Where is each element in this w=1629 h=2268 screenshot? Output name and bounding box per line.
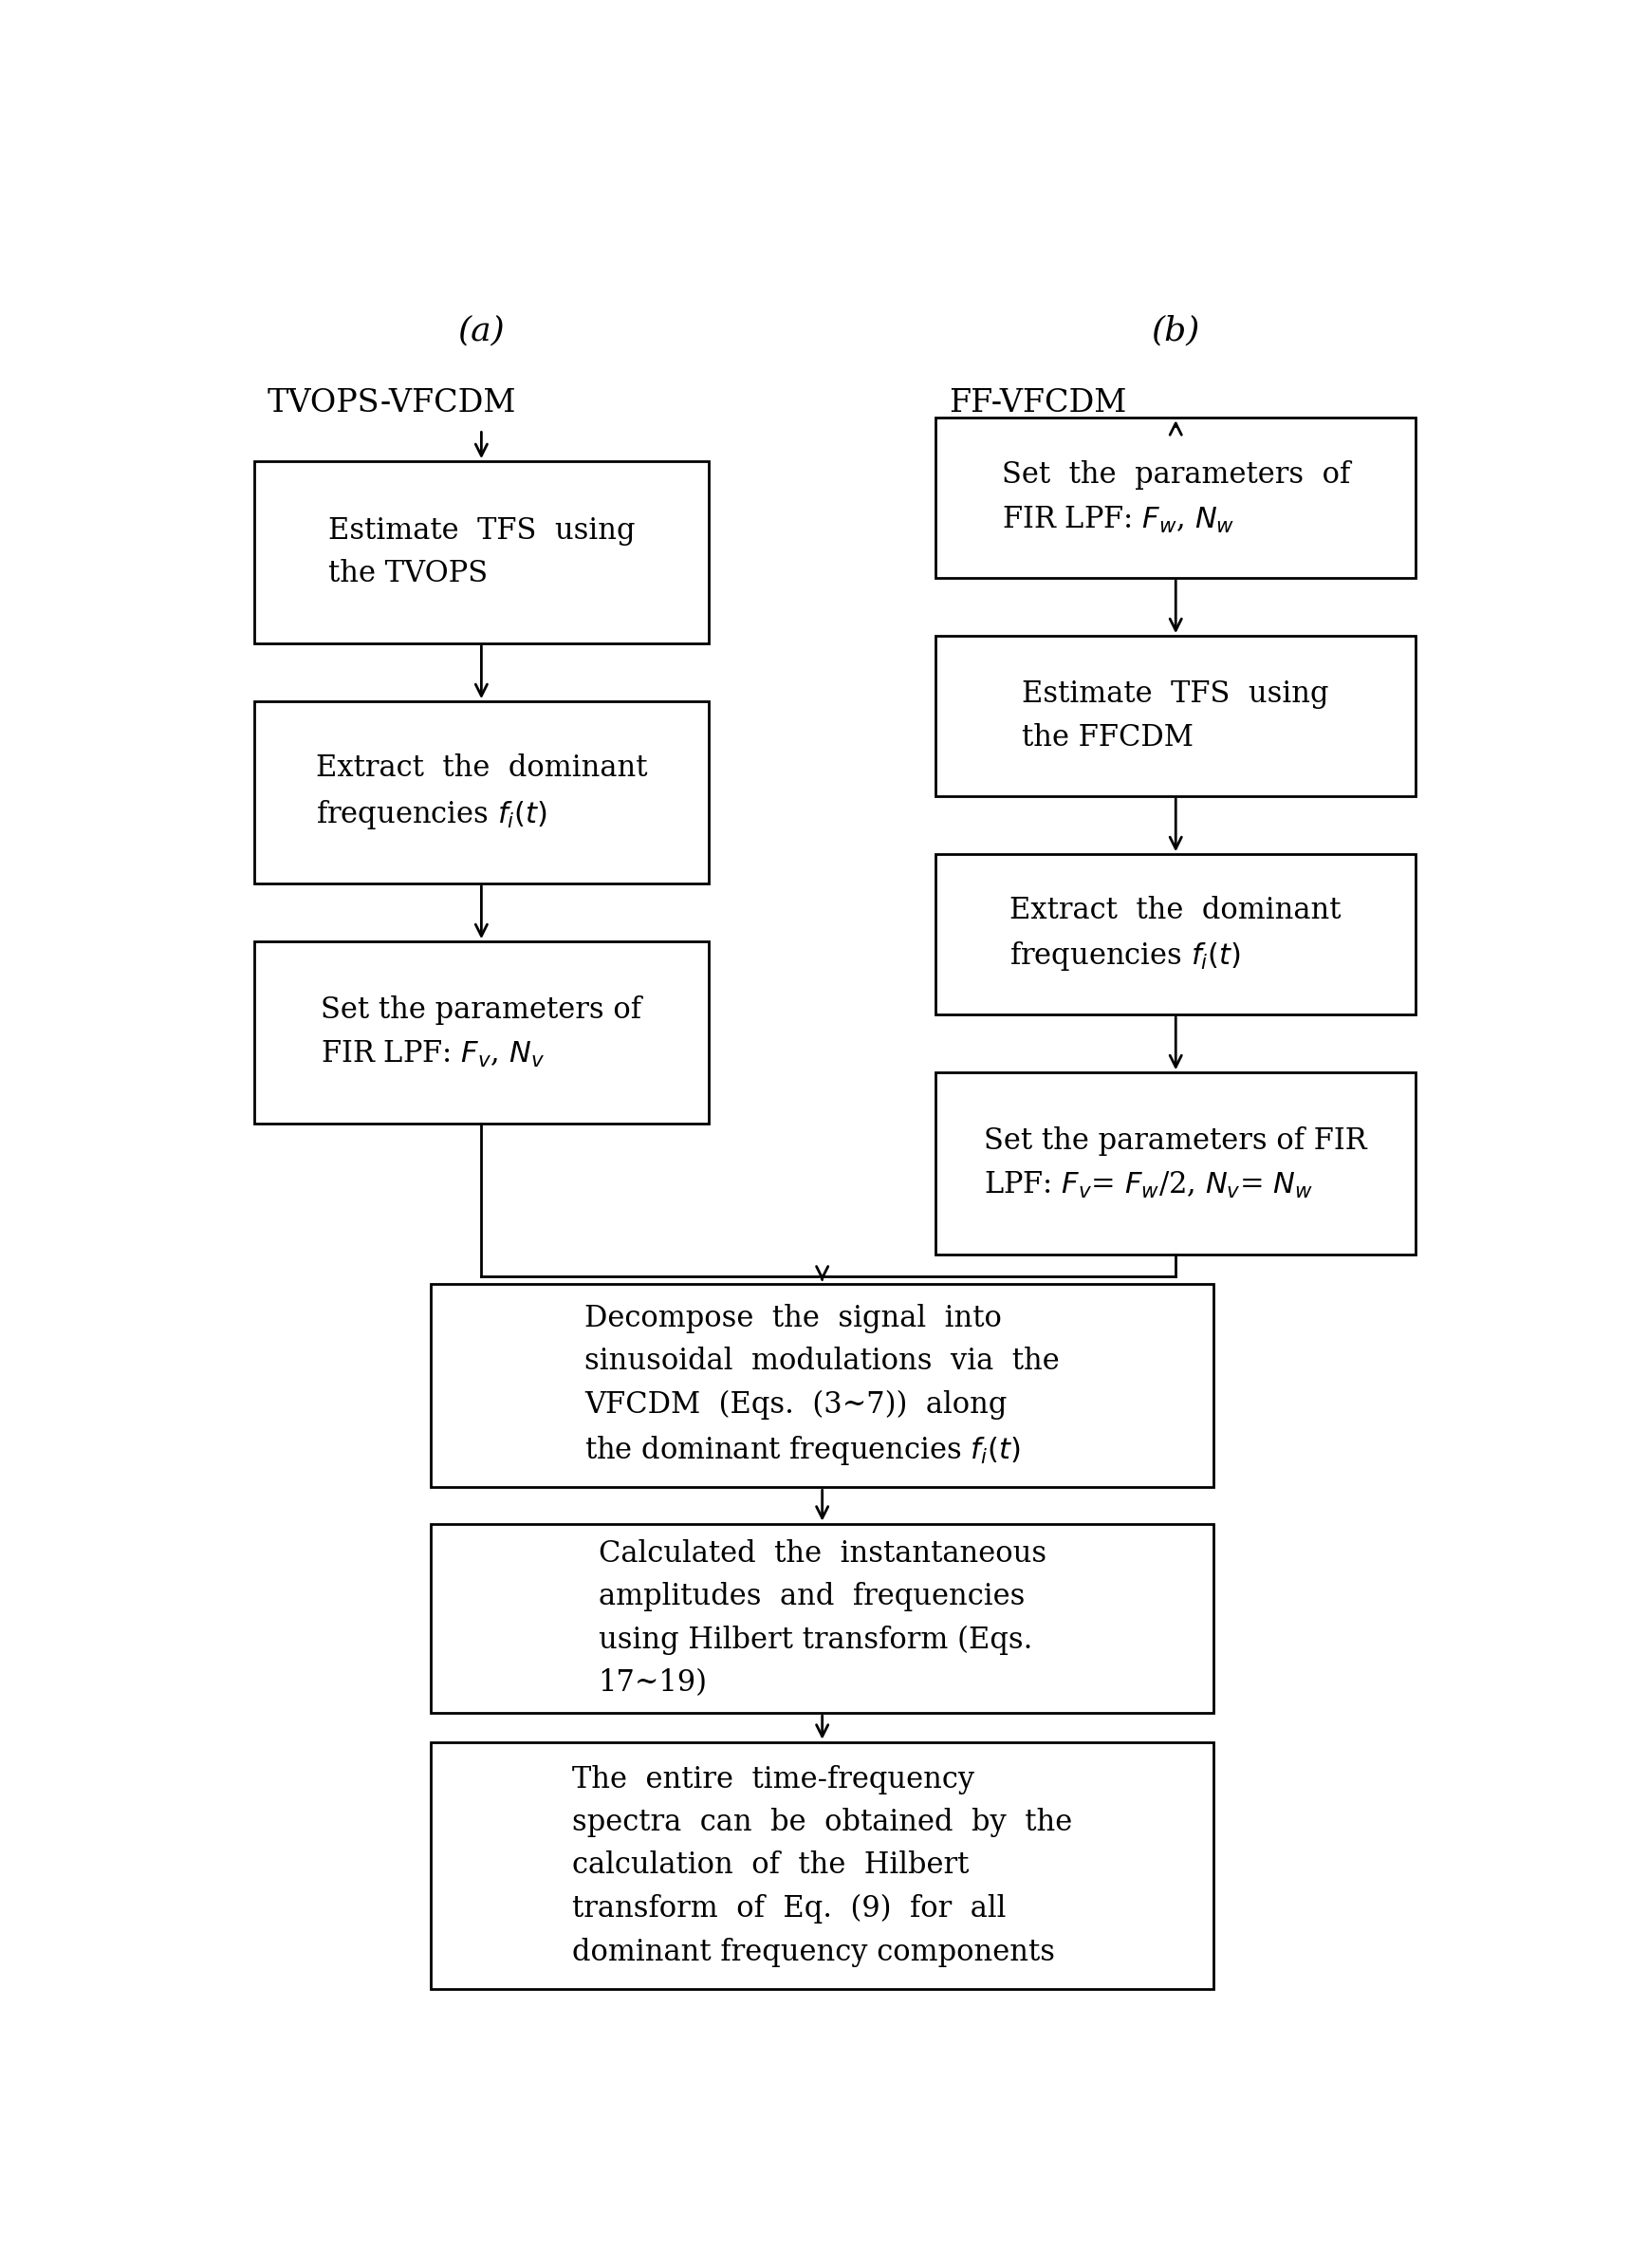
Text: (a): (a): [458, 315, 505, 347]
Text: Set  the  parameters  of
FIR LPF: $F_w$, $N_w$: Set the parameters of FIR LPF: $F_w$, $N…: [1002, 460, 1350, 535]
Text: Extract  the  dominant
frequencies $f_i(t)$: Extract the dominant frequencies $f_i(t)…: [316, 753, 647, 830]
Text: Estimate  TFS  using
the TVOPS: Estimate TFS using the TVOPS: [327, 517, 635, 590]
Bar: [254, 460, 709, 644]
Bar: [430, 1742, 1214, 1989]
Text: The  entire  time-frequency
spectra  can  be  obtained  by  the
calculation  of : The entire time-frequency spectra can be…: [572, 1765, 1072, 1966]
Bar: [430, 1524, 1214, 1712]
Bar: [254, 701, 709, 885]
Bar: [935, 855, 1416, 1014]
Text: FF-VFCDM: FF-VFCDM: [948, 388, 1126, 417]
Text: Estimate  TFS  using
the FFCDM: Estimate TFS using the FFCDM: [1023, 680, 1329, 753]
Text: TVOPS-VFCDM: TVOPS-VFCDM: [267, 388, 516, 417]
Bar: [935, 417, 1416, 578]
Bar: [254, 941, 709, 1123]
Bar: [935, 635, 1416, 796]
Text: Calculated  the  instantaneous
amplitudes  and  frequencies
using Hilbert transf: Calculated the instantaneous amplitudes …: [598, 1538, 1046, 1699]
Bar: [935, 1073, 1416, 1254]
Text: Set the parameters of FIR
LPF: $F_v$= $F_w$/2, $N_v$= $N_w$: Set the parameters of FIR LPF: $F_v$= $F…: [984, 1127, 1367, 1200]
Text: (b): (b): [1152, 315, 1201, 347]
Text: Extract  the  dominant
frequencies $f_i(t)$: Extract the dominant frequencies $f_i(t)…: [1010, 896, 1342, 973]
Text: Decompose  the  signal  into
sinusoidal  modulations  via  the
VFCDM  (Eqs.  (3~: Decompose the signal into sinusoidal mod…: [585, 1304, 1060, 1467]
Text: Set the parameters of
FIR LPF: $F_v$, $N_v$: Set the parameters of FIR LPF: $F_v$, $N…: [321, 996, 642, 1070]
Bar: [430, 1284, 1214, 1488]
